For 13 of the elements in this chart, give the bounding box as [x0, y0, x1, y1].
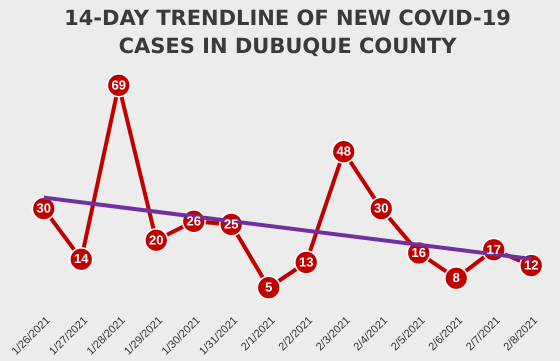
data-label: 5: [265, 280, 272, 295]
data-label: 8: [452, 270, 460, 286]
data-label: 69: [112, 77, 126, 92]
data-label: 12: [524, 258, 538, 273]
data-label: 14: [74, 251, 90, 266]
data-label: 13: [299, 254, 314, 270]
data-label: 30: [374, 200, 388, 216]
data-label: 30: [36, 200, 51, 216]
data-label: 48: [336, 144, 351, 159]
data-label: 20: [149, 232, 164, 248]
chart-title: 14-DAY TRENDLINE OF NEW COVID-19 CASES IN DUBUQUE COUNTY: [64, 6, 511, 58]
data-label: 16: [412, 244, 426, 260]
data-label: 26: [186, 213, 201, 228]
